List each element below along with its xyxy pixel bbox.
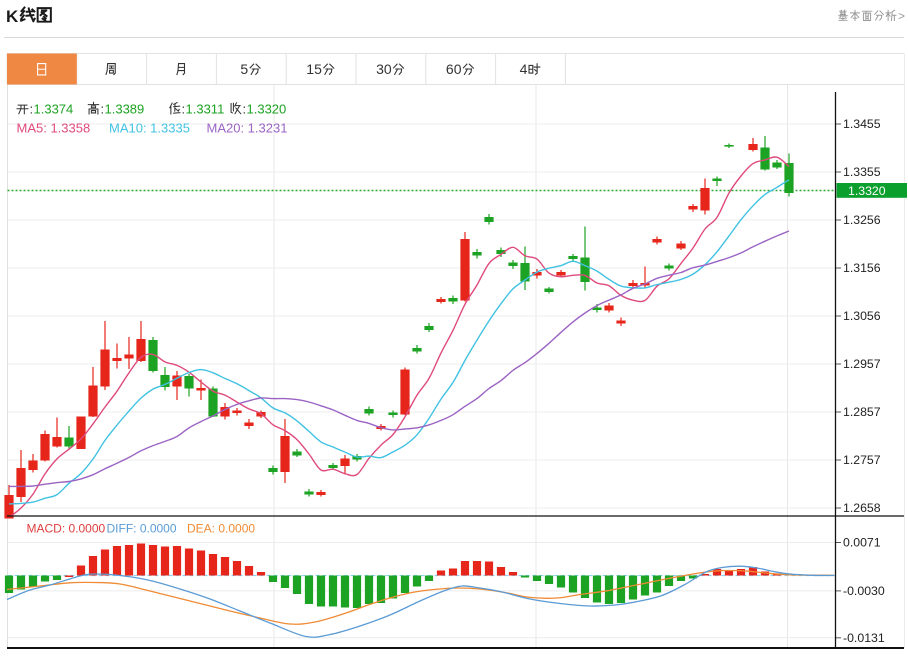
svg-text:1.3056: 1.3056: [843, 309, 881, 323]
svg-text::: :: [101, 102, 105, 117]
svg-text:1.2757: 1.2757: [843, 453, 881, 467]
svg-text:1.3156: 1.3156: [843, 261, 881, 275]
svg-text:>: >: [898, 9, 905, 23]
svg-text:1.3355: 1.3355: [843, 165, 881, 179]
svg-text:K: K: [6, 7, 19, 26]
svg-text:DIFF: 0.0000: DIFF: 0.0000: [107, 522, 177, 536]
svg-text:0: 0: [454, 61, 462, 77]
svg-text:MA5: 1.3358: MA5: 1.3358: [17, 121, 91, 136]
svg-text::: :: [182, 102, 186, 117]
svg-text:1.2857: 1.2857: [843, 405, 881, 419]
svg-text:6: 6: [446, 61, 454, 77]
svg-text:MA20: 1.3231: MA20: 1.3231: [207, 121, 288, 136]
svg-text:1: 1: [306, 61, 314, 77]
svg-text:0.0071: 0.0071: [843, 536, 881, 550]
svg-text:1.3256: 1.3256: [843, 213, 881, 227]
svg-text:-0.0131: -0.0131: [843, 631, 885, 645]
svg-text:1.3311: 1.3311: [186, 102, 225, 117]
svg-text:3: 3: [376, 61, 384, 77]
svg-text:4: 4: [520, 61, 528, 77]
svg-text:-0.0030: -0.0030: [843, 584, 885, 598]
svg-text:1.3374: 1.3374: [34, 102, 74, 117]
svg-text:1.3320: 1.3320: [848, 184, 886, 198]
svg-text:1.3320: 1.3320: [247, 102, 287, 117]
svg-text:5: 5: [314, 61, 322, 77]
svg-text:1.2658: 1.2658: [843, 501, 881, 515]
svg-text:MACD: 0.0000: MACD: 0.0000: [27, 522, 106, 536]
svg-text:0: 0: [384, 61, 392, 77]
svg-text::: :: [243, 102, 247, 117]
svg-text:1.3389: 1.3389: [105, 102, 145, 117]
svg-text:1.3455: 1.3455: [843, 117, 881, 131]
svg-text:5: 5: [240, 61, 248, 77]
svg-text::: :: [30, 102, 34, 117]
svg-text:DEA: 0.0000: DEA: 0.0000: [187, 522, 255, 536]
svg-text:1.2957: 1.2957: [843, 357, 881, 371]
svg-text:MA10: 1.3335: MA10: 1.3335: [109, 121, 190, 136]
